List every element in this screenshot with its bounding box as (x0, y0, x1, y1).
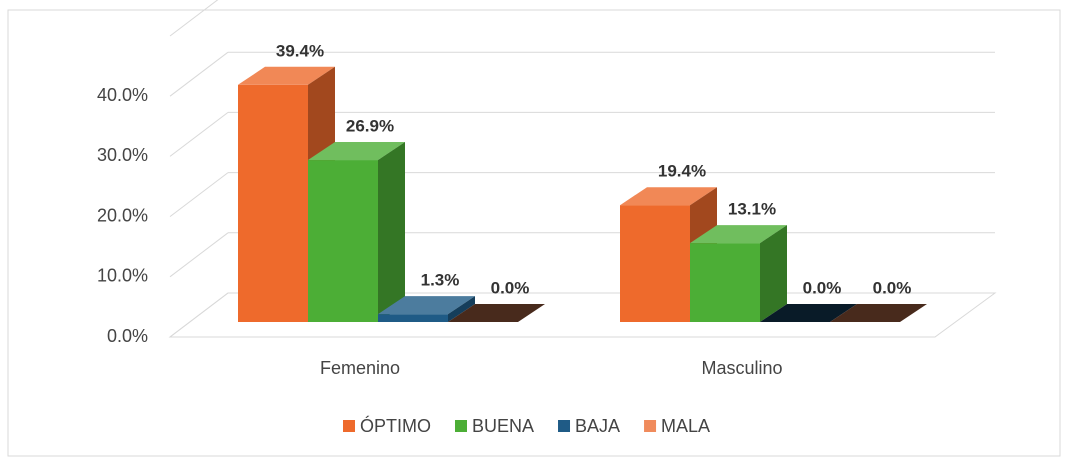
value-label: 26.9% (346, 117, 394, 136)
grid-line (169, 232, 229, 278)
value-label: 19.4% (658, 162, 706, 181)
bar-side (378, 142, 405, 322)
grid-line (169, 172, 229, 217)
bar-top (448, 304, 545, 322)
grid-line (169, 292, 229, 338)
grid-line (169, 51, 229, 97)
legend-swatch (644, 420, 657, 432)
legend-label: ÓPTIMO (360, 415, 431, 436)
y-tick-label: 10.0% (97, 266, 148, 286)
bar-front (308, 160, 378, 322)
bar-top (830, 304, 927, 322)
bar-top (690, 225, 787, 244)
bar (448, 304, 545, 322)
value-label: 13.1% (728, 200, 776, 219)
legend-swatch (455, 420, 467, 432)
bar-top (238, 66, 335, 85)
y-tick-label: 40.0% (97, 85, 148, 105)
bar-front (238, 84, 308, 322)
legend-swatch (558, 420, 571, 432)
x-tick-label: Masculino (701, 358, 782, 378)
legend: ÓPTIMO BUENA BAJA MALA (343, 415, 710, 436)
value-label: 0.0% (873, 278, 912, 297)
value-label: 39.4% (276, 41, 324, 60)
bar-top (378, 296, 475, 315)
bar-front (378, 314, 448, 322)
bar (760, 304, 857, 322)
legend-label: BUENA (472, 416, 534, 436)
bar-top (760, 304, 857, 322)
wall-edge (169, 0, 219, 37)
bar-front (690, 243, 760, 322)
bar (308, 142, 405, 322)
bar (690, 225, 787, 322)
bar-side (760, 225, 787, 322)
bar-front (620, 205, 690, 322)
bar-top (620, 187, 717, 206)
bar-top (308, 142, 405, 161)
legend-label: MALA (661, 416, 710, 436)
bar-side (448, 296, 475, 322)
legend-swatch (343, 420, 355, 432)
y-tick-label: 30.0% (97, 145, 148, 165)
bar (238, 66, 335, 322)
legend-label: BAJA (575, 416, 620, 436)
value-label: 0.0% (491, 278, 530, 297)
value-label: 0.0% (803, 278, 842, 297)
bar (378, 296, 475, 322)
bar (830, 304, 927, 322)
value-label: 1.3% (421, 271, 460, 290)
y-tick-label: 0.0% (107, 326, 148, 346)
grid-line (169, 112, 229, 157)
x-tick-label: Femenino (320, 358, 400, 378)
y-tick-label: 20.0% (97, 205, 148, 225)
